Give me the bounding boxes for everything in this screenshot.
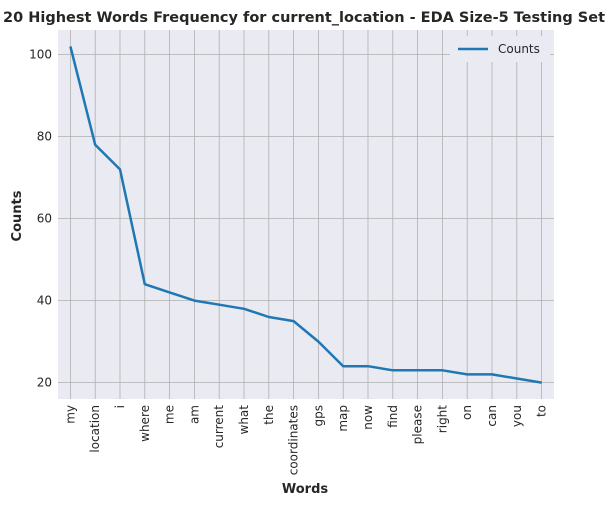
y-axis-ticks: 20 40 60 80 100 bbox=[29, 48, 52, 390]
x-tick-label: am bbox=[187, 405, 201, 424]
x-tick-label: me bbox=[163, 405, 177, 424]
x-tick-label: where bbox=[138, 405, 152, 442]
x-tick-label: what bbox=[237, 405, 251, 435]
x-tick-label: current bbox=[212, 405, 226, 449]
y-tick-label: 40 bbox=[37, 294, 52, 308]
x-tick-label: location bbox=[88, 405, 102, 453]
y-tick-label: 80 bbox=[37, 130, 52, 144]
legend: Counts bbox=[450, 36, 550, 62]
x-tick-label: the bbox=[262, 405, 276, 425]
x-axis-ticks: my location i where me am current what the coordi… bbox=[63, 405, 548, 476]
chart-title: 20 Highest Words Frequency for current_l… bbox=[3, 10, 605, 26]
y-axis-label: Counts bbox=[10, 190, 25, 241]
x-tick-label: map bbox=[336, 405, 350, 432]
x-tick-label: coordinates bbox=[287, 405, 301, 475]
series-layer bbox=[69, 46, 542, 384]
x-tick-label: on bbox=[460, 405, 474, 420]
x-tick-label: i bbox=[113, 405, 127, 408]
grid-lines bbox=[58, 30, 554, 399]
x-tick-label: find bbox=[386, 405, 400, 428]
x-tick-label: can bbox=[485, 405, 499, 427]
x-tick-label: gps bbox=[311, 405, 325, 427]
y-tick-label: 20 bbox=[37, 376, 52, 390]
x-axis-label: Words bbox=[282, 482, 329, 497]
x-tick-label: to bbox=[535, 405, 549, 417]
series-line-counts bbox=[69, 46, 542, 384]
x-tick-label: please bbox=[411, 405, 425, 444]
y-tick-label: 100 bbox=[29, 48, 52, 62]
x-tick-label: my bbox=[63, 405, 77, 424]
y-tick-label: 60 bbox=[37, 212, 52, 226]
x-tick-label: now bbox=[361, 405, 375, 430]
legend-label-counts: Counts bbox=[498, 42, 540, 56]
x-tick-label: right bbox=[435, 405, 449, 433]
plot-area bbox=[58, 30, 554, 399]
x-tick-label: you bbox=[510, 405, 524, 427]
